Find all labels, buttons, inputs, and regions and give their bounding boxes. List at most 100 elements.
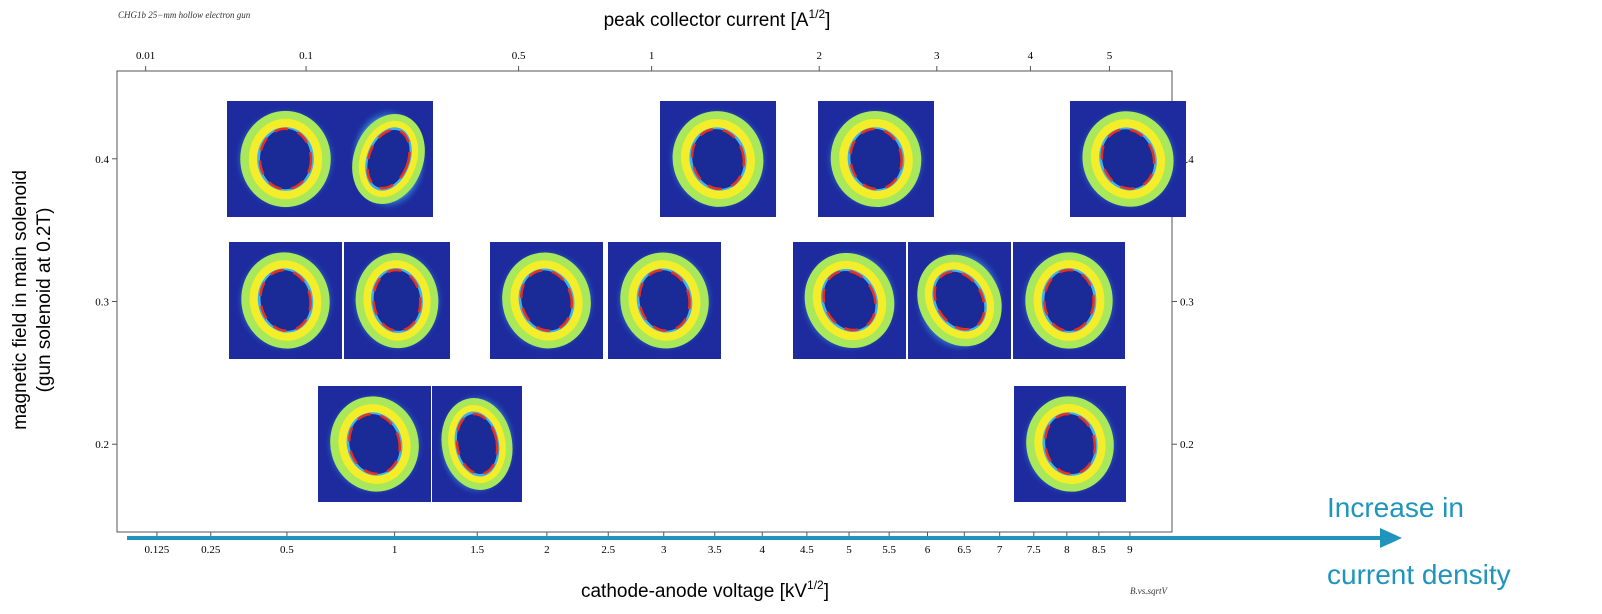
ring-core [1090,119,1166,199]
x-tick-label: 2.5 [601,544,615,556]
ring [352,113,425,205]
beam-image [318,386,431,502]
beam-image [608,242,721,359]
x2-tick-label: 0.5 [512,50,526,62]
ring-core [448,404,506,484]
ring-core [839,118,913,200]
x-tick-label: 1.5 [470,544,484,556]
x-tick-label: 0.125 [145,544,170,556]
x-tick-label: 8 [1064,544,1070,556]
ring-hot [638,269,691,332]
beam-image [1070,101,1186,217]
ring-core [363,260,431,341]
y-tick-label: 0.2 [1180,439,1194,451]
beam-image [229,242,342,359]
ring [1082,111,1174,207]
beam-image [818,101,934,217]
arrow-head [1380,528,1402,548]
ring [355,252,439,349]
x-tick-label: 1 [392,544,398,556]
x-tick-label: 0.5 [280,544,294,556]
beam-image [908,242,1011,359]
ring-outer [441,398,513,490]
annotation: Increase in [1327,492,1464,523]
ring-core [249,260,322,341]
beam-image [432,386,522,502]
x-tick-label: 4 [760,544,766,556]
x-tick-label: 5 [846,544,852,556]
x-tick-label: 6.5 [957,544,971,556]
beam-image [227,101,344,217]
ring-core [628,260,701,341]
ring-core [1034,404,1106,484]
ring-outer [352,113,425,205]
ring-core [924,262,995,339]
ring-core [510,260,583,341]
x-tick-label: 7 [997,544,1003,556]
annotation: current density [1327,559,1511,590]
beam-image [344,101,433,217]
ring-hot [519,269,574,332]
ring [240,110,331,208]
ring [330,396,419,492]
beam-image [1013,242,1125,359]
beam-image [660,101,776,217]
ring-hot [1043,268,1095,333]
x-label-end: ] [824,581,829,602]
ring [804,253,895,348]
ring [441,398,513,490]
x-tick-label: 6 [925,544,931,556]
ring-hot [366,128,411,190]
ring-hot [1043,412,1097,476]
figure-title: CHG1b 25−mm hollow electron gun [118,10,251,20]
x-label-text: cathode-anode voltage [kV [581,581,807,602]
x2-tick-label: 5 [1107,50,1113,62]
x-tick-label: 2 [544,544,550,556]
beam-image [344,242,450,359]
y-label-line: magnetic field in main solenoid [10,170,31,430]
ring [672,111,764,207]
x-label: cathode-anode voltage [kV1/2] [581,578,829,602]
ring [1026,396,1114,492]
beam-image [793,242,906,359]
x-label-sup: 1/2 [807,578,824,592]
x2-tick-label: 0.1 [299,50,313,62]
x-tick-label: 5.5 [882,544,896,556]
ring-outer [355,252,439,349]
x-tick-label: 4.5 [800,544,814,556]
ring [1025,252,1113,349]
x-tick-label: 7.5 [1027,544,1041,556]
y-tick-label: 0.3 [1180,297,1194,309]
ring-hot [933,270,986,331]
x-tick-label: 9 [1127,544,1133,556]
ring-core [1033,260,1105,341]
ring-hot [259,268,312,333]
ring [620,252,709,349]
beam-image [490,242,603,359]
y-tick-label: 0.2 [95,439,109,451]
x-tick-label: 8.5 [1092,544,1106,556]
y-label: magnetic field in main solenoid (gun sol… [10,170,55,430]
x2-label-end: ] [825,10,830,31]
ring-hot [258,127,313,191]
footnote: B.vs.sqrtV [1130,586,1169,596]
x2-tick-label: 0.01 [136,50,155,62]
x-tick-label: 0.25 [201,544,221,556]
x2-tick-label: 1 [649,50,655,62]
ring [502,252,591,349]
x2-label-text: peak collector current [A [604,10,809,31]
ring-hot [347,412,402,476]
x-tick-label: 3.5 [708,544,722,556]
ring-hot [849,127,903,191]
x2-label-sup: 1/2 [808,7,825,21]
x-tick-label: 3 [661,544,667,556]
ring [917,254,1002,347]
y-tick-label: 0.3 [95,297,109,309]
y-label-line: (gun solenoid at 0.2T) [34,208,55,393]
x2-tick-label: 3 [934,50,940,62]
ring-hot [822,269,877,332]
ring-core [681,118,755,200]
y-tick-label: 0.4 [95,154,109,166]
ring-core [338,404,411,484]
